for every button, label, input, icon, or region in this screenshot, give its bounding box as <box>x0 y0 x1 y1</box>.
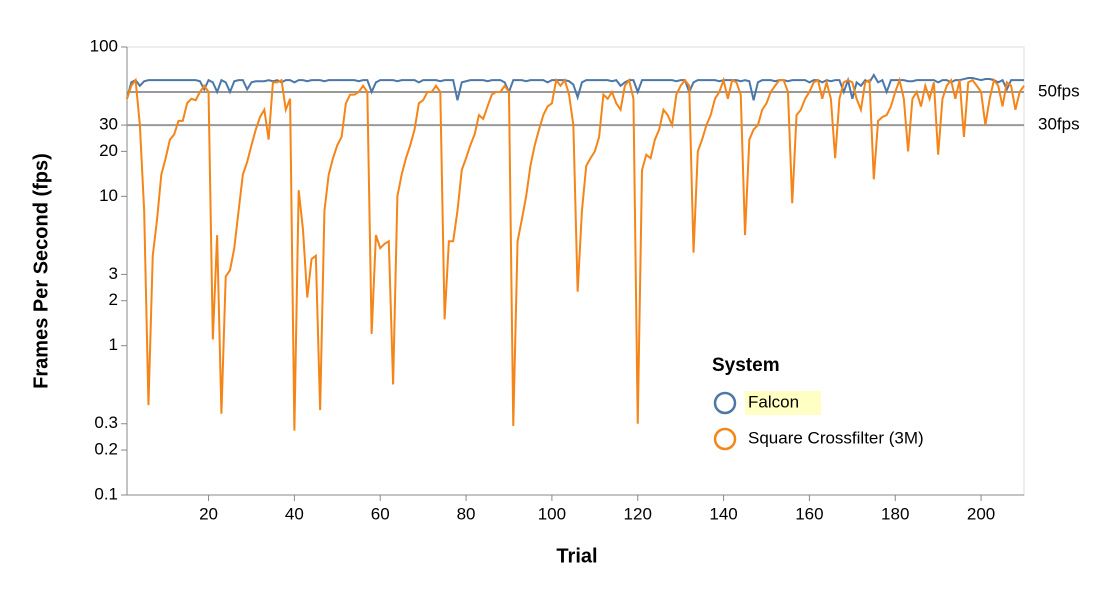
x-tick-label: 80 <box>457 504 476 523</box>
y-tick-label: 0.3 <box>94 413 118 432</box>
x-axis-title: Trial <box>556 545 597 567</box>
legend-highlight <box>745 391 821 415</box>
legend-label: Square Crossfilter (3M) <box>748 428 924 447</box>
legend-label: Falcon <box>748 392 799 411</box>
y-tick-label: 1 <box>109 335 118 354</box>
y-tick-label: 10 <box>99 186 118 205</box>
legend-symbol <box>713 427 737 451</box>
y-tick-label: 30 <box>99 115 118 134</box>
x-tick-label: 60 <box>371 504 390 523</box>
x-tick-label: 140 <box>709 504 737 523</box>
y-axis-title: Frames Per Second (fps) <box>30 153 52 389</box>
x-tick-label: 180 <box>881 504 909 523</box>
y-tick-label: 2 <box>109 290 118 309</box>
series-line <box>126 72 1024 101</box>
reference-label: 50fps <box>1038 81 1080 100</box>
y-tick-label: 0.1 <box>94 484 118 503</box>
x-tick-label: 20 <box>199 504 218 523</box>
x-tick-label: 40 <box>285 504 304 523</box>
x-tick-label: 160 <box>795 504 823 523</box>
x-tick-label: 100 <box>538 504 566 523</box>
y-tick-label: 100 <box>90 36 118 55</box>
x-tick-label: 120 <box>624 504 652 523</box>
legend-title: System <box>712 355 780 376</box>
y-tick-label: 3 <box>109 264 118 283</box>
legend-symbol <box>713 391 737 415</box>
reference-label: 30fps <box>1038 115 1080 134</box>
y-tick-label: 20 <box>99 141 118 160</box>
x-tick-label: 200 <box>967 504 995 523</box>
series-line <box>126 76 1025 431</box>
y-tick-label: 0.2 <box>94 440 118 459</box>
